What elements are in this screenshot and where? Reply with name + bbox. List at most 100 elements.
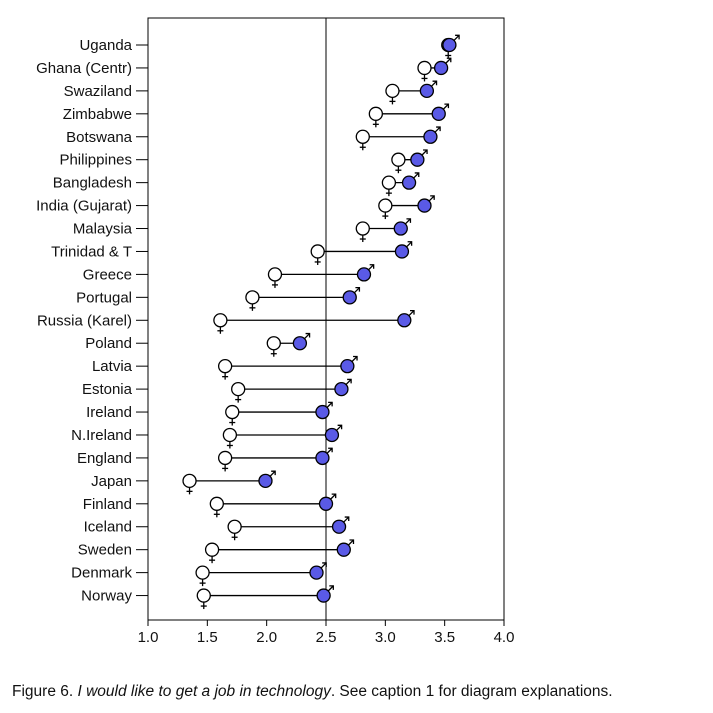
male-marker-arrow-head — [328, 401, 333, 407]
male-marker-arrow-head — [410, 309, 415, 315]
male-marker — [334, 381, 349, 397]
row-label: Trinidad & T — [51, 243, 132, 260]
caption-suffix: . See caption 1 for diagram explanations… — [330, 683, 613, 700]
male-marker — [309, 565, 324, 580]
male-marker-arrow-shaft — [453, 34, 460, 41]
female-marker — [195, 565, 210, 580]
male-marker — [316, 588, 331, 603]
female-marker — [391, 152, 406, 167]
row-label: Bangladesh — [53, 175, 132, 192]
female-marker — [227, 519, 242, 534]
female-marker — [225, 404, 240, 420]
female-marker — [245, 290, 260, 305]
row-label: Estonia — [82, 381, 133, 398]
male-marker — [292, 336, 308, 351]
male-marker — [431, 106, 446, 121]
male-marker-arrow-head — [355, 287, 361, 292]
row-label: Norway — [81, 588, 132, 605]
male-marker-arrow-shaft — [406, 241, 413, 248]
male-marker-arrow-shaft — [431, 80, 438, 87]
row-label: Latvia — [92, 358, 133, 375]
male-marker — [336, 542, 351, 557]
male-marker-arrow-shaft — [434, 126, 441, 133]
row-label: Swaziland — [64, 83, 132, 100]
male-marker — [419, 83, 435, 99]
male-marker — [356, 267, 372, 282]
female-marker — [355, 129, 370, 144]
male-marker-arrow-head — [414, 172, 420, 177]
male-marker-arrow-shaft — [404, 218, 411, 225]
female-marker — [266, 336, 281, 351]
male-marker-arrow-head — [347, 378, 352, 384]
male-marker-arrow-head — [322, 562, 327, 567]
male-marker-arrow-head — [432, 80, 438, 86]
male-marker-arrow-head — [353, 355, 358, 361]
row-label: Portugal — [76, 289, 132, 306]
male-marker-arrow-head — [446, 57, 452, 63]
female-marker — [381, 175, 397, 190]
male-marker-arrow-head — [305, 332, 311, 338]
row-label: Botswana — [66, 129, 133, 146]
row-label: Philippines — [59, 152, 132, 169]
female-marker — [209, 496, 224, 511]
male-marker-arrow-shaft — [353, 287, 360, 294]
x-tick-label: 1.5 — [197, 629, 218, 646]
female-marker — [378, 198, 393, 213]
male-marker-arrow-head — [436, 126, 441, 132]
male-marker — [397, 313, 412, 328]
male-marker — [315, 450, 330, 466]
x-tick-label: 4.0 — [494, 629, 515, 646]
male-marker — [410, 152, 425, 167]
row-label: Denmark — [71, 565, 132, 582]
male-marker — [315, 404, 330, 420]
row-label: Ireland — [86, 404, 132, 421]
row-label: Zimbabwe — [63, 106, 132, 123]
male-marker-arrow-shaft — [345, 378, 352, 385]
male-marker-arrow-shaft — [408, 310, 415, 317]
male-marker-arrow-shaft — [327, 585, 334, 592]
row-label: Poland — [85, 335, 132, 352]
male-marker-arrow-shaft — [368, 264, 375, 271]
row-label: Finland — [83, 496, 132, 513]
male-marker — [433, 60, 449, 76]
male-marker-arrow-head — [271, 470, 276, 476]
male-marker-arrow-shaft — [442, 103, 449, 110]
male-marker — [393, 221, 408, 236]
male-marker-arrow-shaft — [269, 470, 276, 477]
female-marker — [217, 450, 233, 466]
male-marker-arrow-shaft — [348, 539, 354, 546]
row-label: Malaysia — [73, 221, 133, 238]
row-label: Uganda — [79, 37, 132, 54]
male-marker-arrow-shaft — [304, 333, 311, 339]
male-marker-arrow-head — [423, 149, 428, 155]
row-label: Ghana (Centr) — [36, 60, 132, 77]
male-marker-arrow-head — [407, 241, 413, 246]
female-marker — [222, 427, 238, 443]
male-marker — [318, 496, 334, 511]
male-marker-arrow-head — [369, 264, 375, 269]
female-marker — [310, 244, 325, 259]
male-marker-arrow-shaft — [351, 356, 358, 362]
female-marker — [182, 473, 197, 489]
female-marker — [355, 221, 370, 236]
row-label: Japan — [91, 473, 132, 490]
female-marker — [196, 588, 211, 603]
x-tick-label: 2.5 — [316, 629, 337, 646]
male-marker — [417, 198, 432, 213]
male-marker-arrow-head — [349, 539, 355, 544]
male-marker-arrow-shaft — [445, 57, 452, 64]
caption-prefix: Figure 6. — [12, 683, 78, 700]
x-tick-label: 1.0 — [138, 629, 159, 646]
female-marker — [417, 60, 432, 76]
figure-caption: Figure 6. I would like to get a job in t… — [12, 683, 712, 701]
male-marker-arrow-head — [337, 424, 343, 430]
female-marker — [385, 83, 400, 99]
female-marker — [217, 359, 233, 374]
male-marker-arrow-shaft — [330, 493, 337, 500]
male-marker-arrow-head — [430, 195, 435, 200]
male-marker-arrow-head — [328, 447, 333, 453]
male-marker-arrow-head — [455, 34, 460, 40]
row-label: Greece — [83, 266, 132, 283]
male-marker — [331, 519, 347, 534]
male-marker-arrow-shaft — [421, 149, 428, 156]
